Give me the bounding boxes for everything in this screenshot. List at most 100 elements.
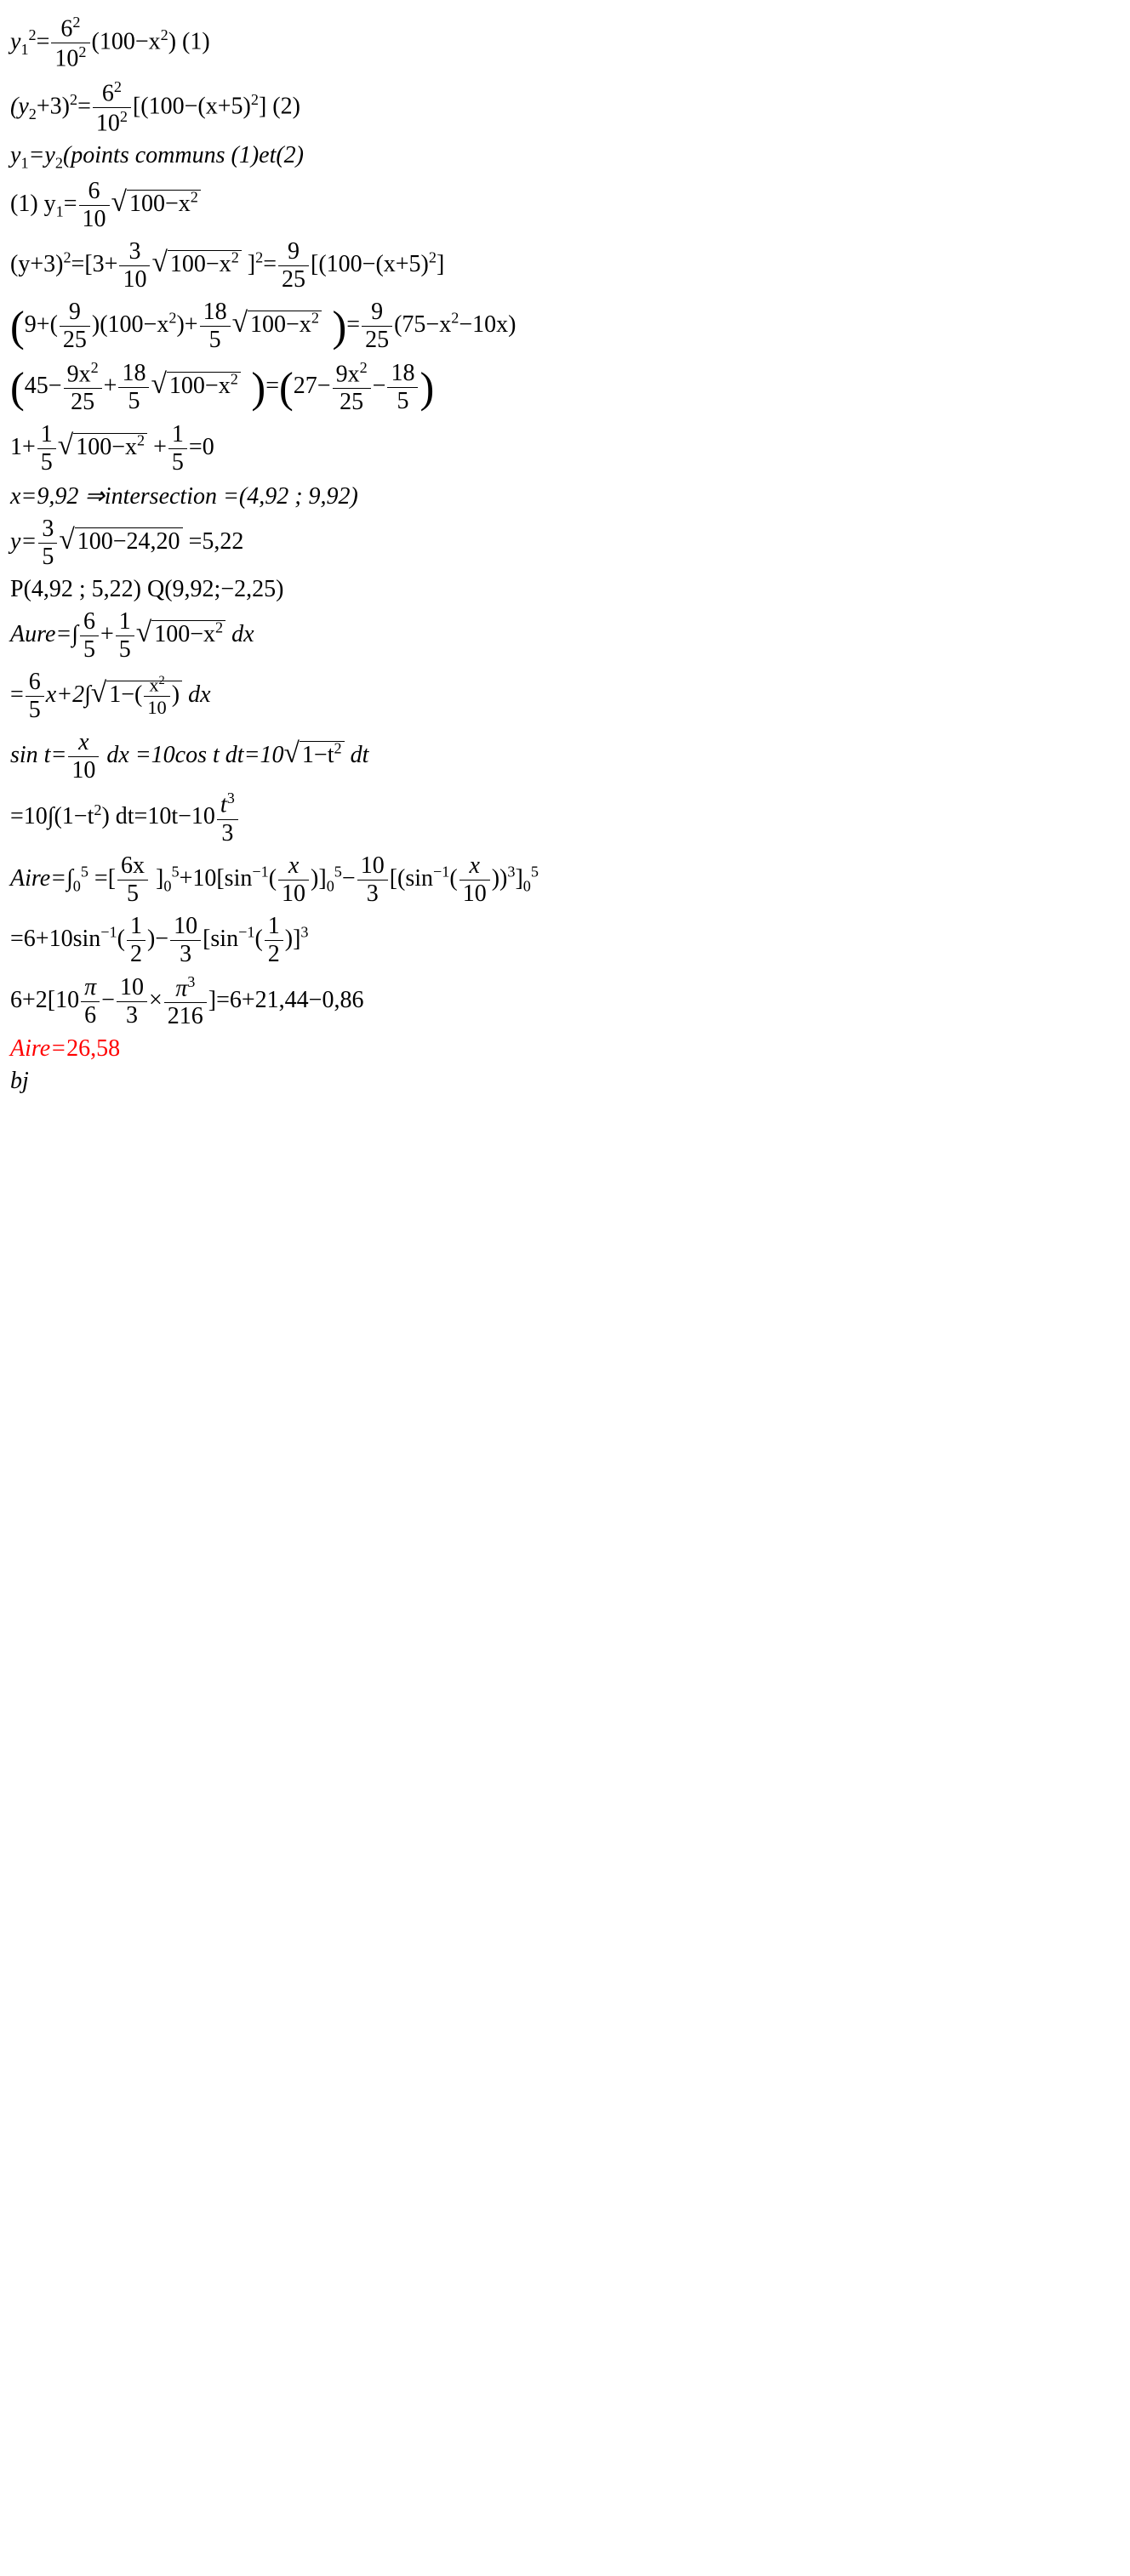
paren-open: ( (10, 302, 25, 350)
sup: 5 (171, 863, 179, 880)
radicand: 100−x (154, 621, 215, 647)
radicand: 100−24,20 (75, 527, 183, 555)
sup: 2 (72, 14, 80, 31)
fraction: 9x225 (64, 359, 102, 416)
num: x (149, 674, 158, 695)
paren-close: ) (419, 364, 434, 412)
fraction: 185 (200, 299, 231, 354)
radicand: 100−x (129, 191, 191, 217)
num: 9 (362, 299, 392, 327)
text: dx (182, 681, 210, 708)
den: 2 (265, 941, 283, 968)
den: 10 (119, 266, 150, 294)
num: 6 (60, 15, 72, 42)
sup: 2 (70, 91, 77, 108)
sqrt: 100−24,20 (59, 524, 182, 556)
text: [(100−(x+5) (133, 93, 251, 119)
sup: 2 (91, 359, 99, 376)
fraction: 62102 (51, 14, 89, 73)
text: (points communs (1)et(2) (63, 142, 304, 168)
fraction: 310 (119, 238, 150, 294)
paren-open: ( (279, 364, 294, 412)
sup: 2 (63, 249, 71, 266)
num: 9 (60, 299, 90, 327)
sub: 0 (73, 877, 81, 894)
sup: 2 (215, 619, 223, 636)
den: 3 (117, 1002, 147, 1029)
sup: 5 (81, 863, 88, 880)
paren-close: ) (241, 364, 265, 412)
sup: 2 (334, 740, 341, 757)
fraction: x10 (459, 852, 490, 908)
sup: −1 (433, 863, 449, 880)
sup: −1 (252, 863, 268, 880)
sub: 1 (56, 202, 64, 219)
sup: 3 (187, 973, 195, 990)
num: x (68, 729, 99, 757)
fraction: 103 (357, 852, 388, 908)
den: 5 (37, 449, 56, 476)
num: 6 (80, 608, 99, 636)
eq: = (77, 93, 91, 119)
text: 1+ (10, 434, 36, 460)
sup: 2 (29, 26, 37, 43)
text: ( (269, 864, 277, 891)
sub: 0 (523, 877, 531, 894)
num: 1 (265, 913, 283, 941)
eq: = (64, 191, 77, 217)
den: 3 (357, 881, 388, 908)
num: 9x (336, 361, 360, 387)
equation-line-6: ((9+(9+(925)(100−x2)+185100−x2 )=925(75−… (10, 299, 1120, 354)
den: 6 (81, 1002, 100, 1029)
equation-line-3: y1=y2(points communs (1)et(2) (10, 142, 1120, 173)
sup: 2 (191, 189, 198, 206)
sup: 2 (451, 310, 459, 327)
text: ] (515, 864, 522, 891)
sub: 0 (163, 877, 171, 894)
num: 6 (102, 80, 114, 106)
text: dx (225, 621, 254, 647)
fraction: x210 (144, 674, 169, 719)
text: +10[sin (180, 864, 253, 891)
text: = (10, 681, 24, 708)
text: −10x) (459, 311, 516, 338)
num: 9x (67, 361, 91, 387)
sqrt: 1−t2 (283, 738, 344, 770)
equation-line-10: y=35100−24,20 =5,22 (10, 516, 1120, 571)
den: 10 (459, 881, 490, 908)
fraction: 9x225 (333, 359, 371, 416)
den: 10 (79, 206, 110, 233)
equation-line-19: Aire=26,58 (10, 1035, 1120, 1063)
fraction: 65 (80, 608, 99, 664)
fraction: 65 (26, 669, 44, 724)
text: (100−x (92, 28, 161, 54)
text: (y (10, 93, 29, 119)
sqrt: 100−x2 (151, 368, 240, 401)
text: Aire=∫ (10, 864, 73, 891)
equation-line-16: Aire=∫05 =[6x5 ]05+10[sin−1(x10)]05−103[… (10, 852, 1120, 908)
var: y (10, 28, 20, 54)
text: Aure=∫ (10, 621, 78, 647)
text: dt (345, 742, 369, 768)
equation-line-18: 6+2[10π6−103×π3216]=6+21,44−0,86 (10, 973, 1120, 1030)
equation-line-2: (y2+3)2=62102[(100−(x+5)2] (2) (10, 78, 1120, 138)
sup: 2 (120, 108, 128, 125)
text: ] (150, 864, 163, 891)
num: 9 (278, 238, 309, 266)
sup: 2 (114, 78, 122, 95)
text: =0 (189, 434, 214, 460)
radicand: 100−x (76, 434, 137, 460)
text: )] (311, 864, 327, 891)
text: [sin (203, 925, 238, 951)
sqrt: 100−x2 (232, 307, 322, 339)
den: 3 (170, 941, 201, 968)
num: 10 (170, 913, 201, 941)
den: 25 (333, 389, 371, 416)
num: 6 (79, 178, 110, 206)
num: 10 (357, 852, 388, 881)
num: 6 (26, 669, 44, 697)
den: 10 (54, 46, 78, 72)
sqrt: 1−(x210) (91, 674, 182, 719)
equation-line-14: sin t=x10 dx =10cos t dt=101−t2 dt (10, 729, 1120, 784)
equation-line-12: Aure=∫65+15100−x2 dx (10, 608, 1120, 664)
